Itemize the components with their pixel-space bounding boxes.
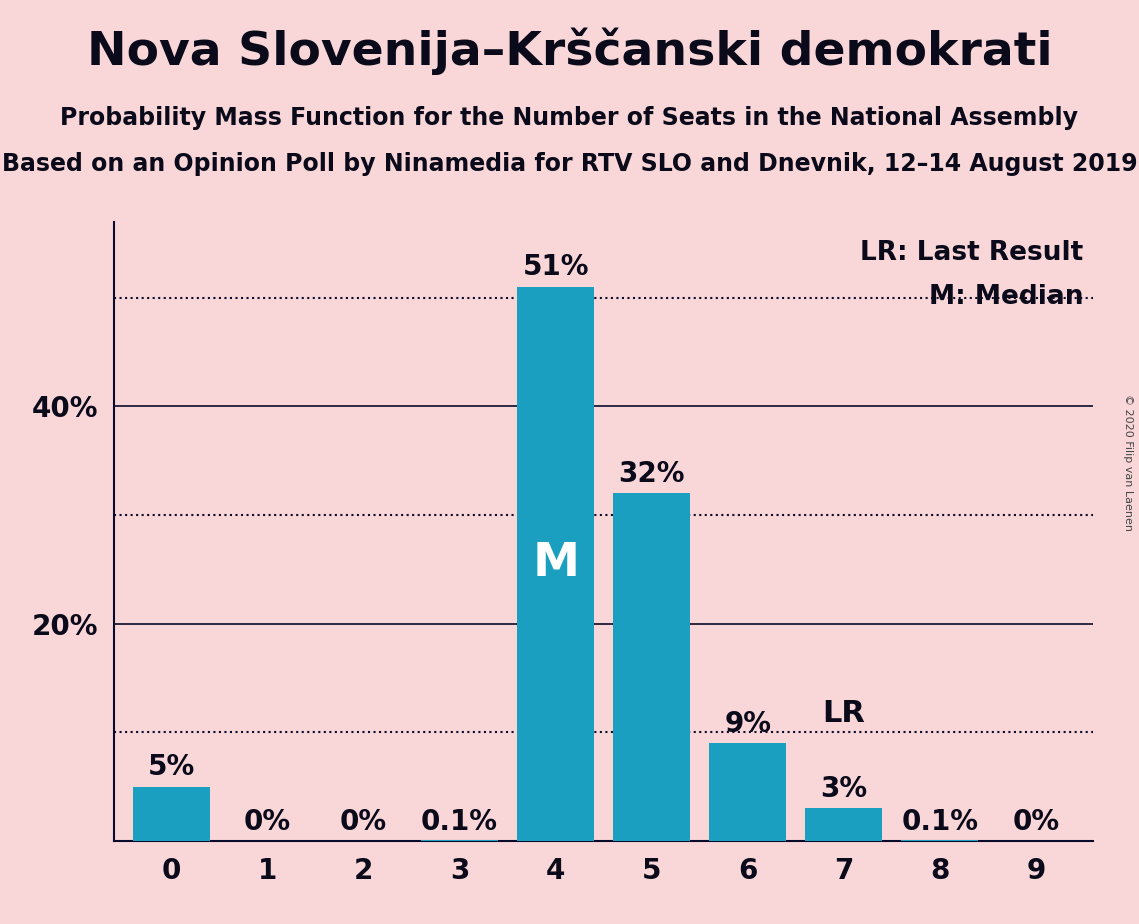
Text: LR: LR xyxy=(822,699,866,728)
Text: 5%: 5% xyxy=(148,753,195,781)
Text: 0%: 0% xyxy=(244,808,292,836)
Text: 32%: 32% xyxy=(618,460,685,488)
Text: Based on an Opinion Poll by Ninamedia for RTV SLO and Dnevnik, 12–14 August 2019: Based on an Opinion Poll by Ninamedia fo… xyxy=(1,152,1138,176)
Text: © 2020 Filip van Laenen: © 2020 Filip van Laenen xyxy=(1123,394,1133,530)
Text: M: M xyxy=(532,541,579,587)
Text: 0.1%: 0.1% xyxy=(421,808,498,836)
Text: 0.1%: 0.1% xyxy=(901,808,978,836)
Bar xyxy=(710,743,786,841)
Bar xyxy=(901,840,978,841)
Text: M: Median: M: Median xyxy=(929,284,1083,310)
Bar xyxy=(517,287,595,841)
Text: Probability Mass Function for the Number of Seats in the National Assembly: Probability Mass Function for the Number… xyxy=(60,106,1079,130)
Text: 0%: 0% xyxy=(341,808,387,836)
Bar xyxy=(421,840,498,841)
Bar xyxy=(805,808,883,841)
Text: LR: Last Result: LR: Last Result xyxy=(860,240,1083,266)
Text: Nova Slovenija–Krščanski demokrati: Nova Slovenija–Krščanski demokrati xyxy=(87,28,1052,75)
Text: 0%: 0% xyxy=(1013,808,1059,836)
Bar xyxy=(613,493,690,841)
Text: 9%: 9% xyxy=(724,710,771,737)
Text: 51%: 51% xyxy=(523,253,589,282)
Text: 3%: 3% xyxy=(820,775,867,803)
Bar xyxy=(133,786,210,841)
